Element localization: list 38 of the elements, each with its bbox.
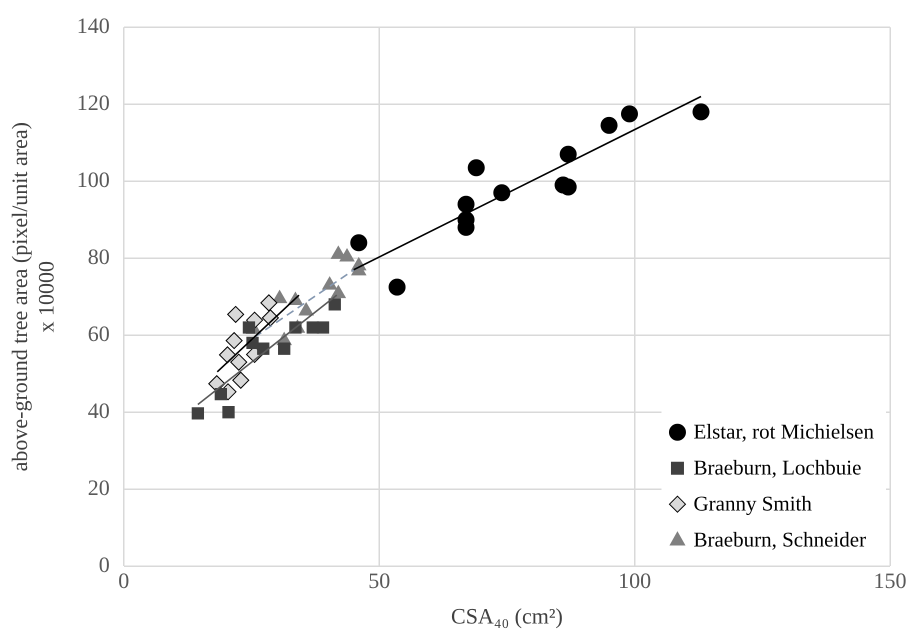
y-tick-label: 140 (76, 12, 110, 38)
point (316, 321, 330, 334)
y-tick-label: 0 (98, 552, 110, 577)
point (230, 354, 248, 371)
point (350, 234, 368, 252)
y-axis-title: above-ground tree area (pixel/unit area) x 10000 (6, 122, 58, 472)
point (458, 196, 475, 213)
point (227, 306, 244, 323)
y-tick-label: 40 (88, 398, 110, 423)
y-tick-label: 120 (76, 90, 110, 115)
x-tick-label: 0 (118, 568, 130, 594)
point (222, 406, 235, 418)
x-axis-title: CSA₄₀ (cm²) (451, 604, 563, 629)
point (214, 388, 228, 400)
x-tick-label: 100 (618, 568, 652, 594)
point (260, 294, 278, 312)
legend-label: Elstar, rot Michielsen (693, 420, 874, 444)
point (620, 105, 638, 122)
x-tick-label: 50 (368, 568, 390, 594)
y-tick-label: 60 (88, 320, 110, 346)
point (600, 116, 618, 134)
legend-label: Braeburn, Schneider (693, 528, 866, 552)
point (226, 332, 243, 350)
point (232, 372, 250, 389)
point (192, 407, 204, 420)
point (692, 103, 710, 120)
point (242, 321, 256, 334)
point (560, 146, 577, 163)
y-tick-label: 80 (88, 244, 110, 269)
x-tick-label: 150 (874, 568, 906, 594)
point (388, 278, 406, 296)
legend-label: Braeburn, Lochbuie (693, 456, 862, 480)
point (328, 298, 341, 311)
point (278, 342, 290, 355)
legend-label: Granny Smith (693, 492, 812, 516)
y-tick-label: 20 (88, 474, 110, 500)
y-tick-label: 100 (76, 166, 110, 192)
point (468, 159, 485, 176)
